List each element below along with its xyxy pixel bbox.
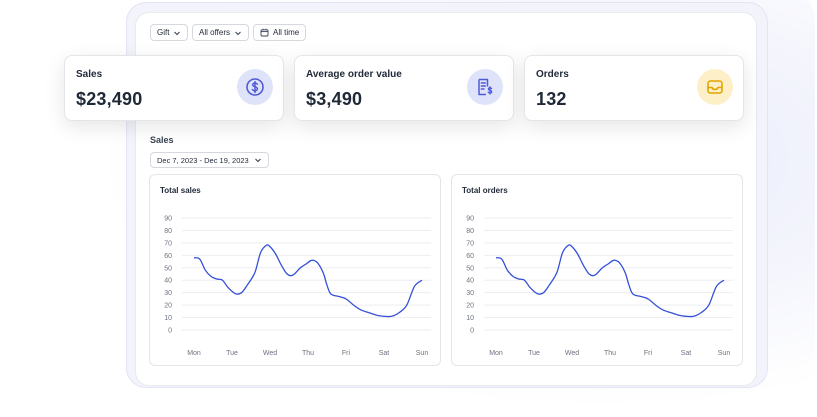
- y-tick-label: 60: [466, 253, 474, 260]
- series-line: [495, 244, 725, 318]
- sales-card: Sales $23,490: [64, 55, 284, 121]
- y-tick-label: 20: [466, 303, 474, 310]
- total-sales-chart: 90 80 70 60 50 40 30 20 10 0 Mon Tue Wed Thu Fri Sat Sun: [164, 216, 431, 357]
- x-tick-label: Thu: [302, 350, 314, 357]
- x-tick-label: Wed: [565, 350, 579, 357]
- y-tick-label: 90: [466, 216, 474, 223]
- product-filter-dropdown[interactable]: Gift: [150, 24, 189, 41]
- product-filter-label: Gift: [157, 28, 170, 37]
- y-tick-label: 20: [164, 303, 172, 310]
- chart-title: Total orders: [462, 186, 508, 195]
- y-tick-label: 10: [164, 315, 172, 322]
- total-orders-panel: Total orders 90 80 70 60 50 40 30 20 10 0 Mon Tue We…: [451, 174, 743, 366]
- date-range-label: Dec 7, 2023 - Dec 19, 2023: [157, 155, 249, 165]
- chart-title: Total sales: [160, 186, 201, 195]
- series-line: [193, 244, 423, 318]
- sales-card-value: $23,490: [76, 89, 143, 109]
- y-tick-label: 10: [466, 315, 474, 322]
- x-tick-label: Sat: [379, 350, 390, 357]
- x-tick-label: Sun: [718, 350, 731, 357]
- x-tick-label: Tue: [226, 350, 238, 357]
- receipt-dollar-icon: [467, 69, 503, 105]
- section-title: Sales: [150, 135, 174, 145]
- x-tick-label: Mon: [489, 350, 503, 357]
- orders-card: Orders 132: [524, 55, 744, 121]
- offers-filter-label: All offers: [199, 28, 230, 37]
- x-tick-label: Fri: [644, 350, 653, 357]
- sales-card-label: Sales: [76, 69, 103, 80]
- chevron-down-icon: [174, 31, 181, 35]
- y-tick-label: 0: [470, 328, 474, 335]
- x-tick-label: Fri: [342, 350, 351, 357]
- y-tick-label: 30: [164, 290, 172, 297]
- y-tick-label: 50: [164, 265, 172, 272]
- x-tick-label: Sat: [681, 350, 692, 357]
- y-tick-label: 80: [164, 228, 172, 235]
- y-tick-label: 90: [164, 216, 172, 223]
- period-filter-button[interactable]: All time: [253, 24, 307, 41]
- chevron-down-icon: [254, 158, 261, 163]
- y-tick-label: 0: [168, 328, 172, 335]
- total-sales-panel: Total sales 90 80 70 60 50 40 30 20 10 0 Mon Tue Wed…: [149, 174, 441, 366]
- orders-card-label: Orders: [536, 69, 569, 80]
- date-range-dropdown[interactable]: Dec 7, 2023 - Dec 19, 2023: [150, 152, 269, 168]
- orders-card-value: 132: [536, 89, 567, 109]
- x-tick-label: Thu: [604, 350, 616, 357]
- inbox-tray-icon: [697, 69, 733, 105]
- average-order-card: Average order value $3,490: [294, 55, 514, 121]
- y-tick-label: 40: [466, 278, 474, 285]
- average-order-card-value: $3,490: [306, 89, 363, 109]
- dollar-circle-icon: [237, 69, 273, 105]
- chevron-down-icon: [235, 31, 241, 35]
- y-tick-label: 60: [164, 253, 172, 260]
- y-tick-label: 40: [164, 278, 172, 285]
- x-tick-label: Mon: [187, 350, 201, 357]
- total-orders-chart: 90 80 70 60 50 40 30 20 10 0 Mon Tue Wed Thu Fri Sat Sun: [466, 216, 733, 357]
- x-tick-label: Wed: [263, 350, 277, 357]
- y-tick-label: 70: [466, 240, 474, 247]
- y-tick-label: 80: [466, 228, 474, 235]
- x-tick-label: Sun: [416, 350, 429, 357]
- y-tick-label: 50: [466, 265, 474, 272]
- y-tick-label: 70: [164, 240, 172, 247]
- average-order-card-label: Average order value: [306, 69, 402, 80]
- calendar-icon: [260, 28, 269, 37]
- period-filter-label: All time: [273, 28, 300, 37]
- y-tick-label: 30: [466, 290, 474, 297]
- x-tick-label: Tue: [528, 350, 540, 357]
- offers-filter-dropdown[interactable]: All offers: [192, 24, 249, 41]
